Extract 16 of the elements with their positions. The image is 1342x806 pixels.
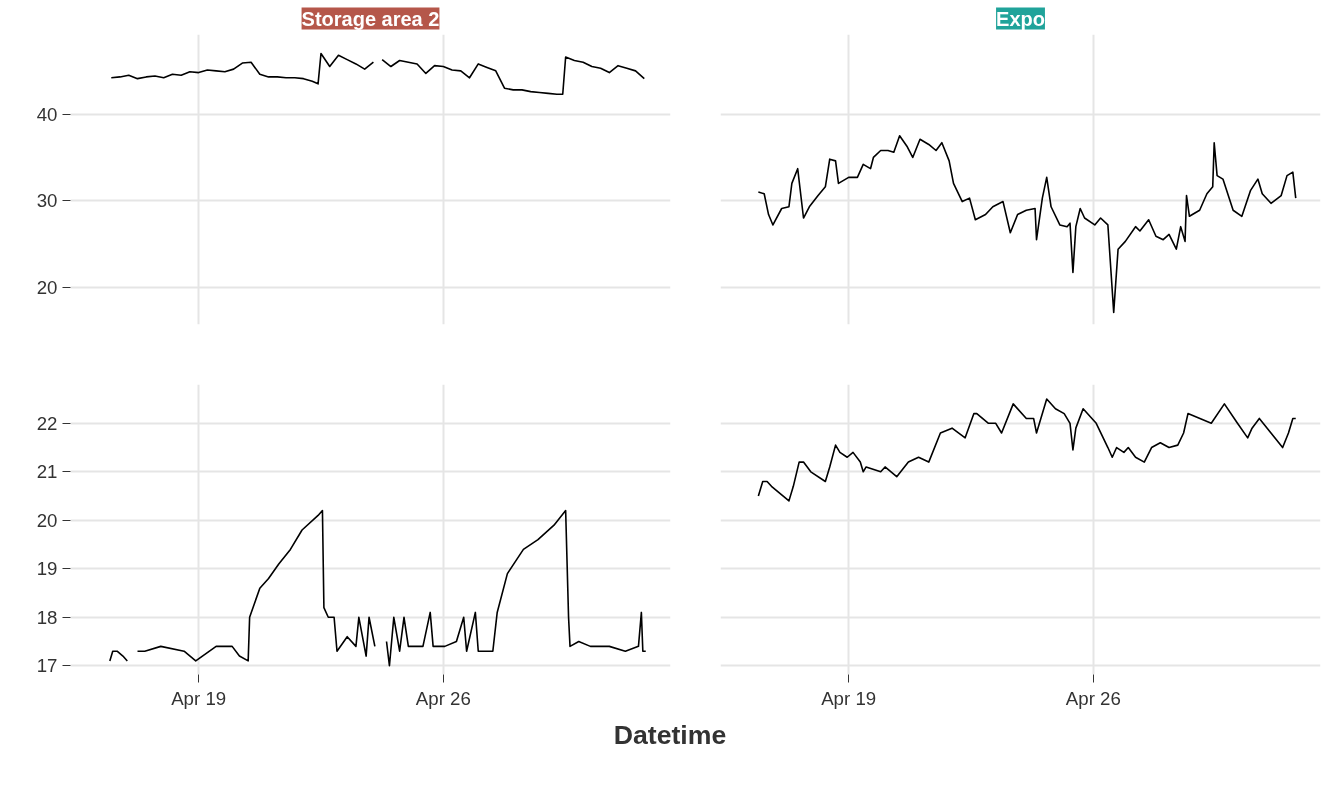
y-tick-label: 20 [36,509,58,531]
x-tick-label: Apr 26 [415,687,471,709]
y-tick-label: 21 [36,461,58,483]
x-tick-label: Apr 26 [1065,687,1121,709]
y-tick-label: 20 [36,276,58,298]
y-tick-label: 22 [36,412,58,434]
x-axis-title: Datetime [613,719,727,752]
x-tick-label: Apr 19 [821,687,877,709]
chart-title: Storage area 2 [301,7,440,30]
y-tick-label: 40 [36,103,58,125]
y-tick-label: 17 [36,655,58,677]
x-tick-label: Apr 19 [171,687,227,709]
y-tick-label: 19 [36,558,58,580]
y-tick-label: 30 [36,190,58,212]
chart-title: Expo [996,7,1045,30]
y-tick-label: 18 [36,606,58,628]
